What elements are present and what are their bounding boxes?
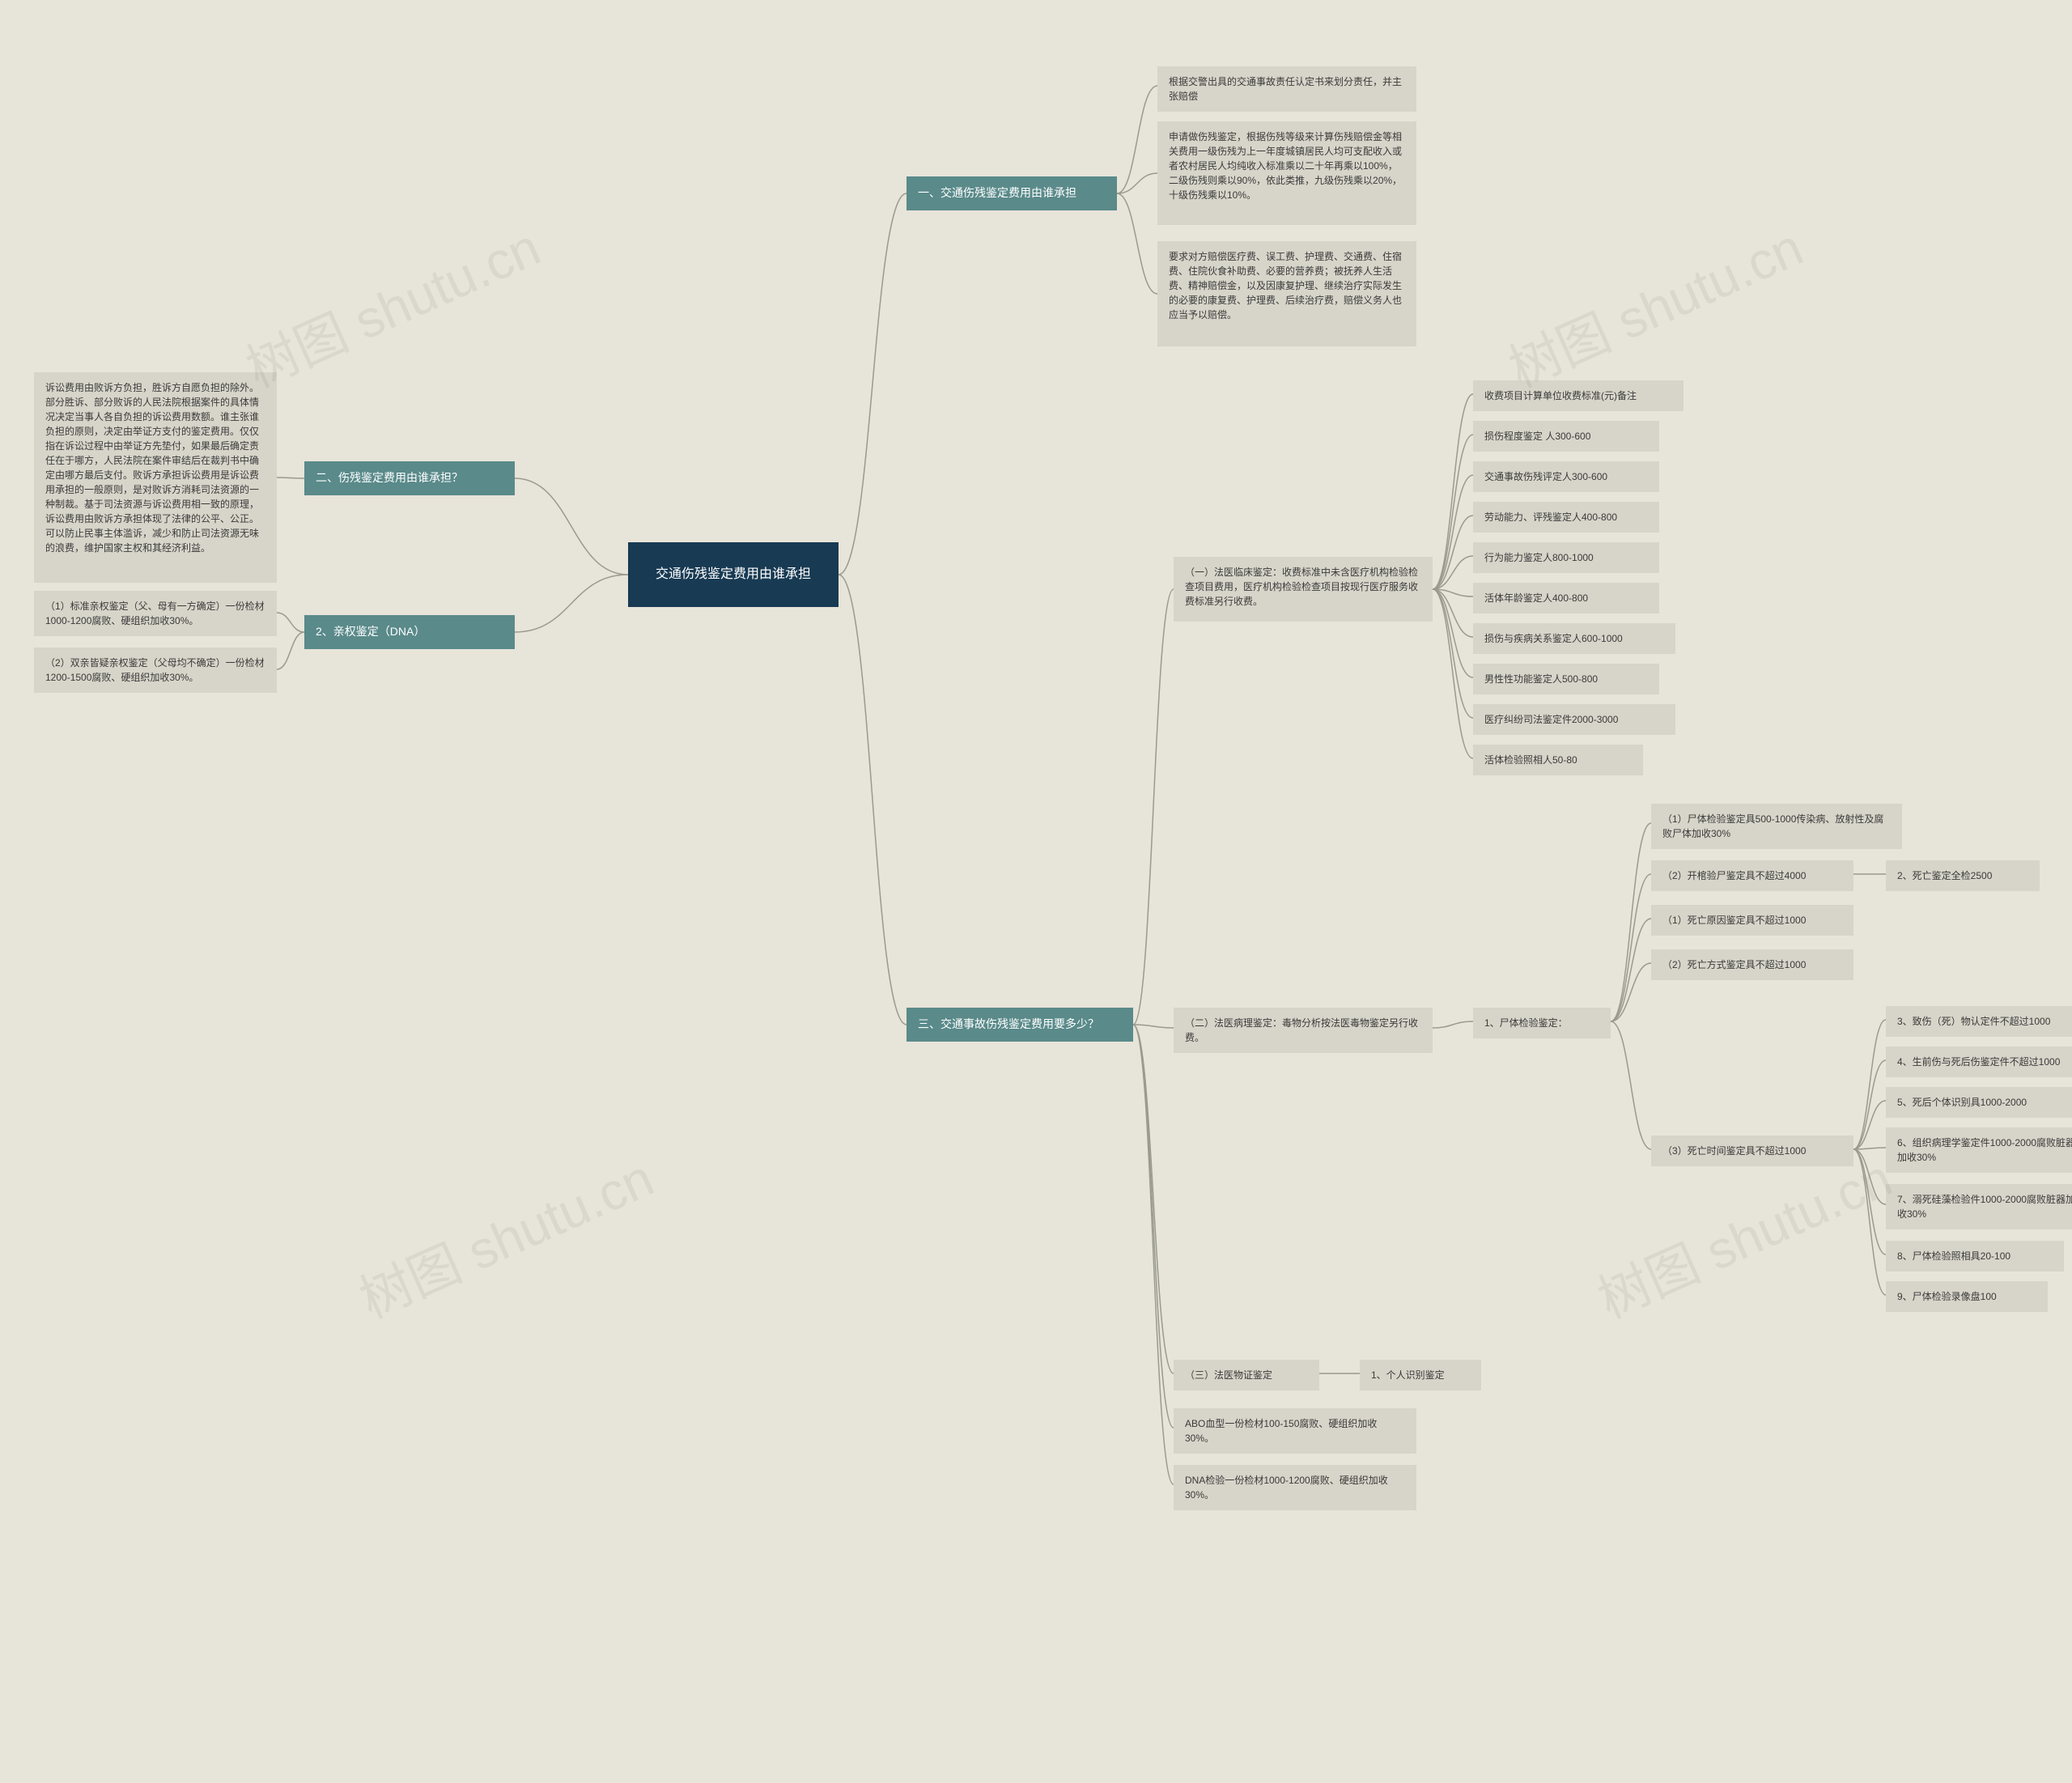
node-c4[interactable]: ABO血型一份检材100-150腐败、硬组织加收30%。 [1174,1408,1416,1454]
node-c2_1e6[interactable]: 8、尸体检验照相具20-100 [1886,1241,2064,1271]
watermark-0: 树图 shutu.cn [233,206,550,402]
node-b1[interactable]: 一、交通伤残鉴定费用由谁承担 [906,176,1117,210]
node-c2_1e5[interactable]: 7、溺死硅藻检验件1000-2000腐败脏器加收30% [1886,1184,2072,1229]
node-c2_1e1[interactable]: 3、致伤（死）物认定件不超过1000 [1886,1006,2072,1037]
node-b2_1[interactable]: 诉讼费用由败诉方负担，胜诉方自愿负担的除外。部分胜诉、部分败诉的人民法院根据案件… [34,372,277,583]
connector-layer [0,0,2072,1783]
node-c2_1c[interactable]: （1）死亡原因鉴定具不超过1000 [1651,905,1853,936]
node-c2_1d[interactable]: （2）死亡方式鉴定具不超过1000 [1651,949,1853,980]
node-root[interactable]: 交通伤残鉴定费用由谁承担 [628,542,839,607]
node-b4[interactable]: 三、交通事故伤残鉴定费用要多少？ [906,1008,1133,1042]
node-b3_1[interactable]: （1）标准亲权鉴定（父、母有一方确定）一份检材1000-1200腐败、硬组织加收… [34,591,277,636]
node-c2_1[interactable]: 1、尸体检验鉴定： [1473,1008,1611,1038]
mindmap-canvas: 交通伤残鉴定费用由谁承担 一、交通伤残鉴定费用由谁承担 根据交警出具的交通事故责任认… [0,0,2072,1783]
node-c2_1a[interactable]: （1）尸体检验鉴定具500-1000传染病、放射性及腐败尸体加收30% [1651,804,1902,849]
node-c1_6[interactable]: 活体年龄鉴定人400-800 [1473,583,1659,613]
node-c5[interactable]: DNA检验一份检材1000-1200腐败、硬组织加收30%。 [1174,1465,1416,1510]
node-c1_10[interactable]: 活体检验照相人50-80 [1473,745,1643,775]
node-c1_8[interactable]: 男性性功能鉴定人500-800 [1473,664,1659,694]
watermark-2: 树图 shutu.cn [346,1137,664,1333]
node-c2_1e4[interactable]: 6、组织病理学鉴定件1000-2000腐败脏器加收30% [1886,1127,2072,1173]
node-c1_9[interactable]: 医疗纠纷司法鉴定件2000-3000 [1473,704,1675,735]
node-c3_1[interactable]: 1、个人识别鉴定 [1360,1360,1481,1390]
node-c2_1e[interactable]: （3）死亡时间鉴定具不超过1000 [1651,1136,1853,1166]
node-c2[interactable]: （二）法医病理鉴定：毒物分析按法医毒物鉴定另行收费。 [1174,1008,1433,1053]
node-c1_5[interactable]: 行为能力鉴定人800-1000 [1473,542,1659,573]
node-c2_1e2[interactable]: 4、生前伤与死后伤鉴定件不超过1000 [1886,1046,2072,1077]
node-c1[interactable]: （一）法医临床鉴定：收费标准中未含医疗机构检验检查项目费用，医疗机构检验检查项目… [1174,557,1433,622]
node-c1_4[interactable]: 劳动能力、评残鉴定人400-800 [1473,502,1659,533]
node-c2_1b[interactable]: （2）开棺验尸鉴定具不超过4000 [1651,860,1853,891]
node-c1_3[interactable]: 交通事故伤残评定人300-600 [1473,461,1659,492]
node-c1_2[interactable]: 损伤程度鉴定 人300-600 [1473,421,1659,452]
node-b1_2[interactable]: 申请做伤残鉴定，根据伤残等级来计算伤残赔偿金等相关费用一级伤残为上一年度城镇居民… [1157,121,1416,225]
node-c1_1[interactable]: 收费项目计算单位收费标准(元)备注 [1473,380,1684,411]
node-c1_7[interactable]: 损伤与疾病关系鉴定人600-1000 [1473,623,1675,654]
node-b3_2[interactable]: （2）双亲皆疑亲权鉴定（父母均不确定）一份检材1200-1500腐败、硬组织加收… [34,647,277,693]
node-c2_1e7[interactable]: 9、尸体检验录像盘100 [1886,1281,2048,1312]
node-b1_1[interactable]: 根据交警出具的交通事故责任认定书来划分责任，并主张赔偿 [1157,66,1416,112]
node-b3[interactable]: 2、亲权鉴定（DNA） [304,615,515,649]
node-b2[interactable]: 二、伤残鉴定费用由谁承担？ [304,461,515,495]
node-b1_3[interactable]: 要求对方赔偿医疗费、误工费、护理费、交通费、住宿费、住院伙食补助费、必要的营养费… [1157,241,1416,346]
watermark-1: 树图 shutu.cn [1496,206,1813,402]
node-c3[interactable]: （三）法医物证鉴定 [1174,1360,1319,1390]
watermark-3: 树图 shutu.cn [1585,1137,1902,1333]
node-c2_1b1[interactable]: 2、死亡鉴定全检2500 [1886,860,2040,891]
node-c2_1e3[interactable]: 5、死后个体识别具1000-2000 [1886,1087,2072,1118]
